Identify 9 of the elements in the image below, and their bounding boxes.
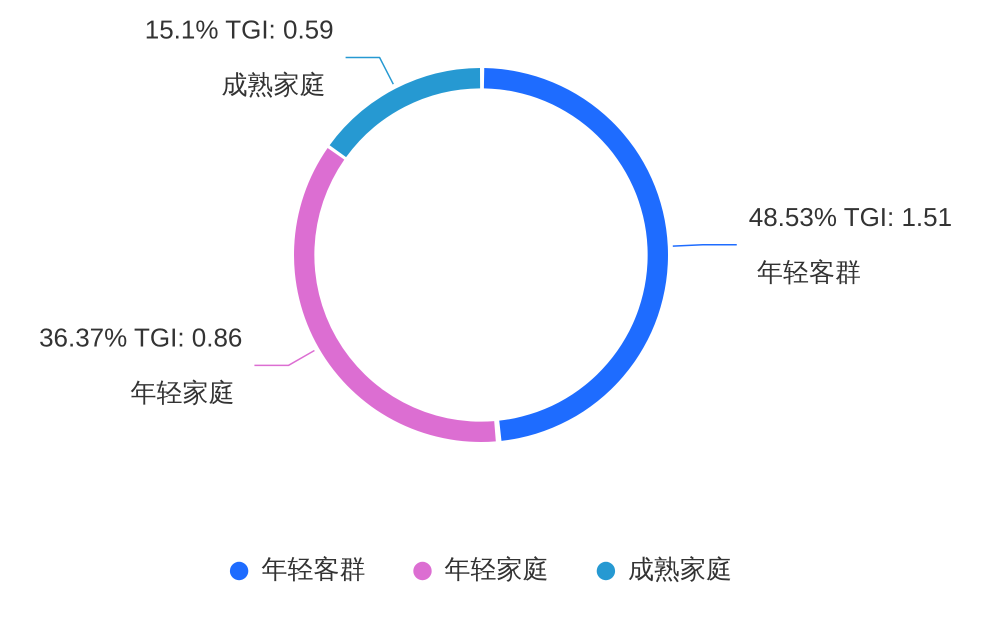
data-label: 36.37% TGI: 0.86 [39, 322, 242, 353]
slice-label: 成熟家庭 [222, 70, 326, 100]
slice-label: 年轻客群 [756, 256, 861, 287]
data-label: 15.1% TGI: 0.59 [144, 14, 334, 45]
slice-label: 年轻家庭 [130, 378, 234, 408]
legend-label: 年轻家庭 [444, 554, 549, 584]
legend-label: 成熟家庭 [628, 554, 732, 584]
legend-label: 年轻客群 [261, 554, 366, 584]
data-label: 48.53% TGI: 1.51 [748, 202, 952, 232]
